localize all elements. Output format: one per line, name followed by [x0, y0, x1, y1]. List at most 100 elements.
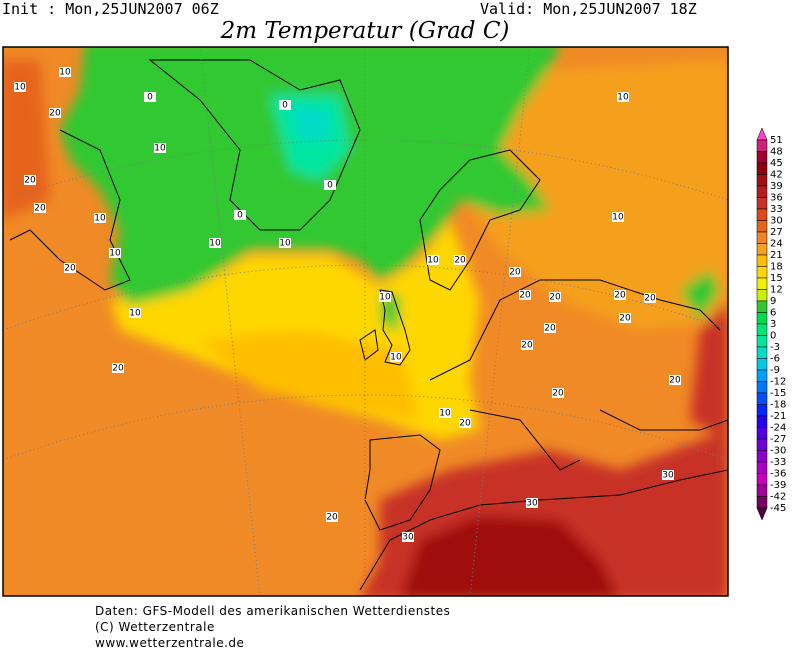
contour-label: 20: [549, 293, 561, 303]
colorbar-swatch: [756, 300, 768, 313]
colorbar-label: 36: [770, 193, 783, 204]
valid-time: Valid: Mon,25JUN2007 18Z: [480, 0, 697, 18]
contour-label-box: [669, 375, 681, 385]
colorbar-swatch: [756, 392, 768, 405]
contour-label: 20: [509, 268, 521, 278]
contour-label: 30: [662, 471, 674, 481]
contour-label-box: [326, 512, 338, 522]
colorbar-swatch: [756, 358, 768, 371]
contour-label-box: [209, 238, 221, 248]
contour-label: 10: [390, 353, 402, 363]
contour-label: 10: [617, 93, 629, 103]
mild-zone: [200, 330, 420, 420]
colorbar-label: -39: [770, 480, 786, 491]
contour-labels: 10 20 10 20 0 10 10 0 0 0 10 20 20 10 10 10 10 20 10 20 20 20…: [14, 67, 681, 543]
footer-line: (C) Wetterzentrale: [95, 620, 215, 634]
colorbar-swatch: [756, 473, 768, 486]
contour-label: 10: [439, 409, 451, 419]
contour-label-box: [662, 470, 674, 480]
colorbar-label: -18: [770, 400, 786, 411]
contour-label: 0: [147, 93, 153, 103]
contour-label: 30: [526, 499, 538, 509]
colorbar-label: -6: [770, 354, 780, 365]
colorbar-swatch: [756, 266, 768, 279]
contour-label: 20: [544, 324, 556, 334]
map-area: 10 20 10 20 0 10 10 0 0 0 10 20 20 10 10 10 10 20 10 20 20 20…: [3, 47, 728, 596]
contour-label-box: [64, 263, 76, 273]
contour-label-box: [509, 267, 521, 277]
colorbar-swatch: [756, 197, 768, 210]
colorbar-swatch: [756, 277, 768, 290]
colorbar-end: [756, 507, 768, 521]
contour-label-box: [619, 313, 631, 323]
contour-label-box: [614, 290, 626, 300]
colorbar-swatch: [756, 450, 768, 463]
colorbar-swatch: [756, 185, 768, 198]
contour-label: 20: [552, 389, 564, 399]
contour-label: 10: [59, 68, 71, 78]
contour-label-box: [439, 408, 451, 418]
colorbar-swatch: [756, 461, 768, 474]
colorbar-swatch: [756, 231, 768, 244]
contour-label: 20: [454, 256, 466, 266]
contour-label: 10: [279, 239, 291, 249]
colorbar-swatch: [756, 415, 768, 428]
contour-label: 20: [459, 419, 471, 429]
contour-label: 0: [237, 211, 243, 221]
contour-label-box: [379, 292, 391, 302]
contour-label-box: [519, 290, 531, 300]
colorbar-label: 24: [770, 239, 783, 250]
map-frame: [2, 46, 729, 597]
colorbar-swatch: [756, 243, 768, 256]
contour-label: 10: [109, 249, 121, 259]
colorbar-label: -30: [770, 446, 786, 457]
contour-label-box: [521, 340, 533, 350]
contour-label-box: [644, 293, 656, 303]
colorbar-swatch: [756, 484, 768, 497]
colorbar-label: -45: [770, 503, 786, 514]
contour-label: 20: [619, 314, 631, 324]
colorbar-swatch: [756, 381, 768, 394]
colorbar-label: 21: [770, 250, 783, 261]
contour-label-box: [544, 323, 556, 333]
colorbar-label: -3: [770, 342, 780, 353]
colorbar-swatch: [756, 312, 768, 325]
colorbar-swatch: [756, 427, 768, 440]
colorbar-swatch: [756, 162, 768, 175]
colorbar-swatch: [756, 335, 768, 348]
contour-label: 20: [669, 376, 681, 386]
colorbar-label: 12: [770, 285, 783, 296]
colorbar-swatch: [756, 369, 768, 382]
colorbar-label: 0: [770, 331, 776, 342]
contour-label-box: [279, 238, 291, 248]
cool-zone: [380, 295, 400, 330]
contour-label-box: [617, 92, 629, 102]
contour-label-box: [390, 352, 402, 362]
contour-label: 10: [94, 214, 106, 224]
warm-zone: [3, 60, 50, 219]
contour-label-box: [279, 100, 291, 110]
contour-label: 0: [282, 101, 288, 111]
contour-label-box: [49, 108, 61, 118]
contour-label-box: [549, 292, 561, 302]
contour-label-box: [552, 388, 564, 398]
colorbar-label: 45: [770, 158, 783, 169]
contour-label: 10: [612, 213, 624, 223]
contour-label: 20: [614, 291, 626, 301]
temperature-field: [3, 47, 728, 596]
footer-line: www.wetterzentrale.de: [95, 636, 244, 648]
colorbar-label: 30: [770, 216, 783, 227]
contour-label: 10: [427, 256, 439, 266]
contour-label-box: [402, 532, 414, 542]
colorbar-label: -42: [770, 492, 786, 503]
colorbar-swatch: [756, 139, 768, 152]
contour-label-box: [34, 203, 46, 213]
colorbar-label: 9: [770, 296, 776, 307]
contour-label: 20: [112, 364, 124, 374]
contour-label-box: [324, 180, 336, 190]
contour-label-box: [459, 418, 471, 428]
very-hot-zone: [401, 515, 618, 596]
contour-label: 20: [24, 176, 36, 186]
colorbar-swatch: [756, 174, 768, 187]
